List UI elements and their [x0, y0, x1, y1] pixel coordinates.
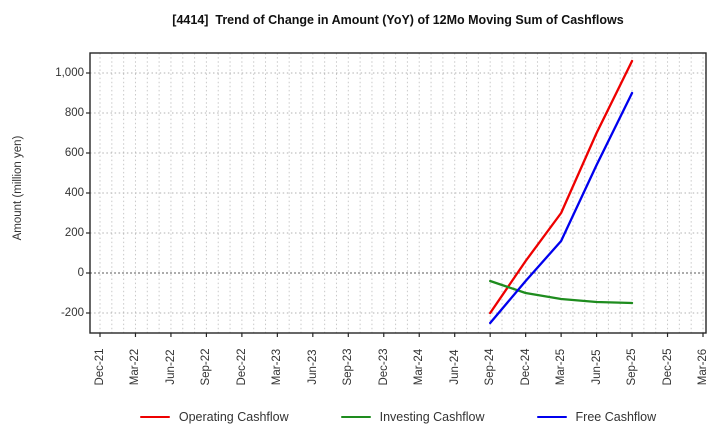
plot-frame [89, 52, 707, 334]
x-tick-label: Dec-24 [519, 348, 532, 386]
legend-line-swatch [139, 415, 170, 419]
x-tick-label: Mar-23 [271, 348, 284, 386]
legend-label: Investing Cashflow [379, 410, 485, 424]
chart-title: [4414] Trend of Change in Amount (YoY) o… [172, 13, 624, 27]
legend-line-swatch [536, 415, 567, 419]
legend-item-operating-cashflow: Operating Cashflow [139, 410, 289, 424]
series-line-investing-cashflow [489, 279, 634, 305]
x-tick-label: Sep-23 [342, 348, 355, 386]
x-tick-label: Sep-22 [200, 348, 213, 386]
x-tick-label: Jun-23 [306, 349, 319, 385]
y-tick-label: 1,000 [55, 67, 84, 79]
series-line-free-cashflow [489, 91, 634, 325]
y-tick-label: 400 [64, 187, 84, 199]
x-tick-label: Dec-22 [235, 348, 248, 386]
legend-label: Free Cashflow [575, 410, 657, 424]
legend-item-investing-cashflow: Investing Cashflow [340, 410, 485, 424]
x-tick-label: Dec-25 [661, 348, 674, 386]
x-tick-label: Mar-25 [555, 348, 568, 386]
x-tick-label: Sep-25 [626, 348, 639, 386]
x-tick-label: Dec-23 [377, 348, 390, 386]
legend-item-free-cashflow: Free Cashflow [536, 410, 657, 424]
x-tick-label: Jun-24 [448, 349, 461, 385]
x-tick-label: Sep-24 [484, 348, 497, 386]
legend-label: Operating Cashflow [178, 410, 289, 424]
y-tick-label: -200 [60, 307, 84, 319]
y-tick-label: 800 [64, 107, 84, 119]
x-tick-label: Mar-26 [697, 348, 709, 386]
x-tick-label: Mar-22 [129, 348, 142, 386]
x-tick-label: Dec-21 [94, 348, 106, 386]
x-tick-label: Jun-22 [164, 349, 177, 385]
legend: Operating Cashflow Investing Cashflow Free… [90, 404, 706, 430]
y-tick-label: 0 [77, 267, 84, 279]
x-tick-label: Mar-24 [413, 348, 426, 386]
legend-line-swatch [340, 415, 371, 419]
x-tick-label: Jun-25 [590, 349, 603, 385]
y-tick-label: 200 [64, 227, 84, 239]
series-line-operating-cashflow [489, 59, 634, 315]
y-tick-label: 600 [64, 147, 84, 159]
